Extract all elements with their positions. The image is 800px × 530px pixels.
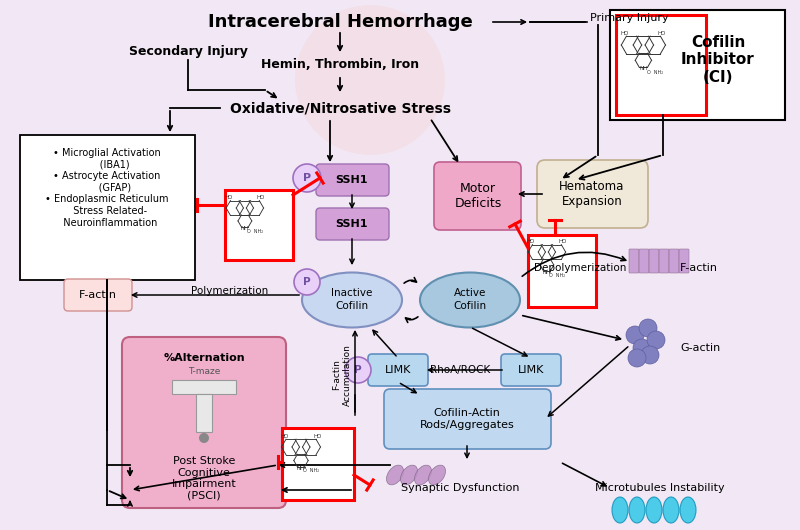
Text: F-actin: F-actin	[680, 263, 718, 273]
Text: O  NH₂: O NH₂	[247, 228, 263, 234]
Ellipse shape	[663, 497, 679, 523]
Text: F-actin
Accumulation: F-actin Accumulation	[332, 344, 352, 406]
Text: HO: HO	[621, 31, 629, 36]
FancyBboxPatch shape	[629, 249, 639, 273]
Text: LIMK: LIMK	[385, 365, 411, 375]
FancyBboxPatch shape	[659, 249, 669, 273]
Text: HO: HO	[558, 240, 567, 244]
Text: • Microglial Activation
     (IBA1)
• Astrocyte Activation
     (GFAP)
• Endopla: • Microglial Activation (IBA1) • Astrocy…	[46, 148, 169, 227]
Circle shape	[55, 153, 159, 257]
Circle shape	[293, 164, 321, 192]
Ellipse shape	[302, 272, 402, 328]
Text: NH: NH	[639, 66, 647, 72]
Text: O  NH₂: O NH₂	[549, 272, 565, 278]
Text: Polymerization: Polymerization	[191, 286, 269, 296]
Text: Primary Injury: Primary Injury	[590, 13, 669, 23]
FancyBboxPatch shape	[537, 160, 648, 228]
FancyBboxPatch shape	[282, 428, 354, 500]
Text: Depolymerization: Depolymerization	[534, 263, 626, 273]
Text: Active: Active	[454, 288, 486, 298]
Text: %Alternation: %Alternation	[163, 353, 245, 363]
FancyBboxPatch shape	[316, 208, 389, 240]
FancyBboxPatch shape	[616, 15, 706, 115]
FancyBboxPatch shape	[172, 380, 236, 394]
Circle shape	[633, 339, 651, 357]
Text: HO: HO	[314, 434, 322, 439]
Ellipse shape	[414, 465, 431, 485]
Text: O  NH₂: O NH₂	[647, 70, 663, 75]
Text: HO: HO	[280, 434, 289, 439]
Text: F-actin: F-actin	[79, 290, 117, 300]
Ellipse shape	[646, 497, 662, 523]
Ellipse shape	[629, 497, 645, 523]
Text: T-maze: T-maze	[188, 367, 220, 376]
Text: NH: NH	[241, 226, 249, 231]
Circle shape	[647, 331, 665, 349]
Text: HO: HO	[225, 196, 234, 200]
Text: SSH1: SSH1	[336, 175, 368, 185]
Circle shape	[295, 5, 445, 155]
Circle shape	[626, 326, 644, 344]
FancyBboxPatch shape	[434, 162, 521, 230]
FancyBboxPatch shape	[225, 190, 293, 260]
FancyBboxPatch shape	[316, 164, 389, 196]
Text: Hematoma
Expansion: Hematoma Expansion	[559, 180, 625, 208]
Ellipse shape	[680, 497, 696, 523]
Text: HO: HO	[658, 31, 666, 36]
FancyBboxPatch shape	[384, 389, 551, 449]
Text: Cofilin-Actin
Rods/Aggregates: Cofilin-Actin Rods/Aggregates	[420, 408, 514, 430]
Text: HO: HO	[527, 240, 535, 244]
Text: Cofilin
Inhibitor
(CI): Cofilin Inhibitor (CI)	[681, 35, 755, 85]
Circle shape	[55, 170, 105, 220]
FancyBboxPatch shape	[501, 354, 561, 386]
Text: RhoA/ROCK: RhoA/ROCK	[430, 365, 490, 375]
FancyBboxPatch shape	[649, 249, 659, 273]
Ellipse shape	[386, 465, 403, 485]
Text: G-actin: G-actin	[680, 343, 720, 353]
Text: Synaptic Dysfunction: Synaptic Dysfunction	[401, 483, 519, 493]
Circle shape	[108, 188, 152, 232]
Text: P: P	[303, 277, 311, 287]
FancyBboxPatch shape	[122, 337, 286, 508]
FancyBboxPatch shape	[669, 249, 679, 273]
Text: P: P	[303, 173, 311, 183]
FancyBboxPatch shape	[610, 10, 785, 120]
Text: Hemin, Thrombin, Iron: Hemin, Thrombin, Iron	[261, 58, 419, 72]
FancyBboxPatch shape	[639, 249, 649, 273]
Ellipse shape	[420, 272, 520, 328]
Text: NH: NH	[542, 270, 551, 275]
Text: Cofilin: Cofilin	[335, 301, 369, 311]
Circle shape	[294, 269, 320, 295]
Ellipse shape	[612, 497, 628, 523]
Circle shape	[639, 319, 657, 337]
Circle shape	[628, 349, 646, 367]
Text: O  NH₂: O NH₂	[303, 469, 319, 473]
Text: Intracerebral Hemorrhage: Intracerebral Hemorrhage	[208, 13, 472, 31]
Ellipse shape	[429, 465, 446, 485]
Text: Motor
Deficits: Motor Deficits	[454, 182, 502, 210]
Text: Oxidative/Nitrosative Stress: Oxidative/Nitrosative Stress	[230, 101, 450, 115]
Text: P: P	[354, 365, 362, 375]
Text: HO: HO	[257, 196, 265, 200]
Text: Microtubules Instability: Microtubules Instability	[595, 483, 725, 493]
FancyBboxPatch shape	[679, 249, 689, 273]
FancyBboxPatch shape	[528, 235, 596, 307]
Text: Secondary Injury: Secondary Injury	[129, 46, 247, 58]
FancyBboxPatch shape	[196, 394, 212, 432]
Text: SSH1: SSH1	[336, 219, 368, 229]
FancyBboxPatch shape	[368, 354, 428, 386]
Text: LIMK: LIMK	[518, 365, 544, 375]
FancyBboxPatch shape	[64, 279, 132, 311]
Circle shape	[641, 346, 659, 364]
Text: Cofilin: Cofilin	[454, 301, 486, 311]
Text: Post Stroke
Cognitive
Impairment
(PSCI): Post Stroke Cognitive Impairment (PSCI)	[172, 456, 236, 501]
Circle shape	[199, 433, 209, 443]
Ellipse shape	[401, 465, 418, 485]
Circle shape	[345, 357, 371, 383]
Text: NH: NH	[297, 465, 305, 471]
FancyBboxPatch shape	[20, 135, 195, 280]
Text: Inactive: Inactive	[331, 288, 373, 298]
